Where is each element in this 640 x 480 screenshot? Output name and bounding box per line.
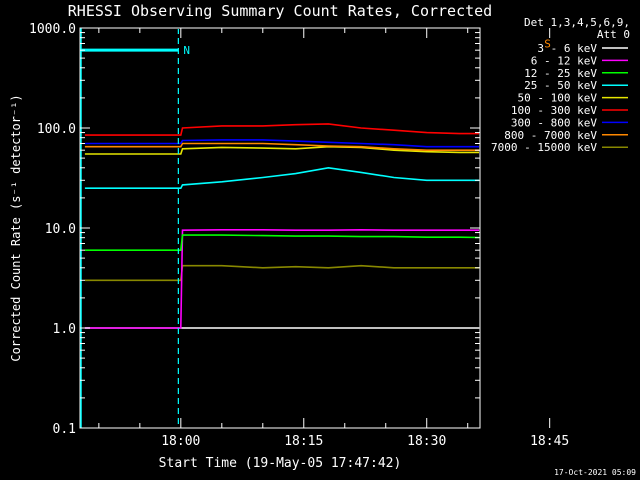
legend-entry-label: 300 - 800 keV — [511, 116, 597, 129]
series-line-300-800-kev-segment-1 — [84, 139, 479, 148]
legend-entry-label: 7000 - 15000 keV — [491, 141, 597, 154]
generation-date: 17-Oct-2021 05:09 — [554, 468, 636, 477]
y-tick-label: 1.0 — [53, 322, 76, 337]
y-axis: 0.1 1.0 10.0 100.0 1000.0 — [29, 22, 480, 437]
annotation-label-S: S — [544, 37, 551, 50]
legend-entry-label: 12 - 25 keV — [524, 67, 597, 80]
plot-content — [81, 29, 479, 427]
series-line-25-50-kev-segment-1 — [84, 166, 479, 189]
x-tick-label: 18:00 — [161, 434, 200, 449]
legend-header-line-2: Att 0 — [597, 28, 630, 41]
legend-header-line-1: Det 1,3,4,5,6,9, — [524, 16, 630, 29]
chart-title: RHESSI Observing Summary Count Rates, Co… — [68, 2, 492, 20]
legend-entry-label: 6 - 12 keV — [531, 54, 598, 67]
series-line-6-12-kev-segment-1 — [84, 228, 479, 329]
annotation-label-N: N — [183, 44, 190, 57]
y-axis-label: Corrected Count Rate (s⁻¹ detector⁻¹) — [9, 94, 23, 361]
x-axis-label: Start Time (19-May-05 17:47:42) — [159, 456, 402, 471]
series-line-12-25-kev-segment-1 — [84, 234, 479, 251]
x-tick-label: 18:15 — [284, 434, 323, 449]
y-tick-label: 0.1 — [53, 422, 76, 437]
plot-area: NS — [79, 27, 551, 429]
legend-entry-label: 25 - 50 keV — [524, 79, 597, 92]
series-line-7000-15000-kev-segment-1 — [84, 264, 479, 282]
legend-entry-label: 3 - 6 keV — [537, 42, 597, 55]
series-line-50-100-kev-segment-1 — [84, 145, 479, 155]
x-tick-label: 18:30 — [407, 434, 446, 449]
series-line-800-7000-kev-segment-1 — [84, 142, 479, 151]
legend-entry-label: 50 - 100 keV — [518, 92, 598, 105]
y-tick-label: 1000.0 — [29, 22, 76, 37]
y-tick-label: 100.0 — [37, 122, 76, 137]
x-tick-label: 18:45 — [530, 434, 569, 449]
series-line-100-300-kev-segment-1 — [84, 123, 479, 136]
y-tick-label: 10.0 — [45, 222, 76, 237]
legend-entry-label: 100 - 300 keV — [511, 104, 597, 117]
legend-entry-label: 800 - 7000 keV — [504, 129, 597, 142]
